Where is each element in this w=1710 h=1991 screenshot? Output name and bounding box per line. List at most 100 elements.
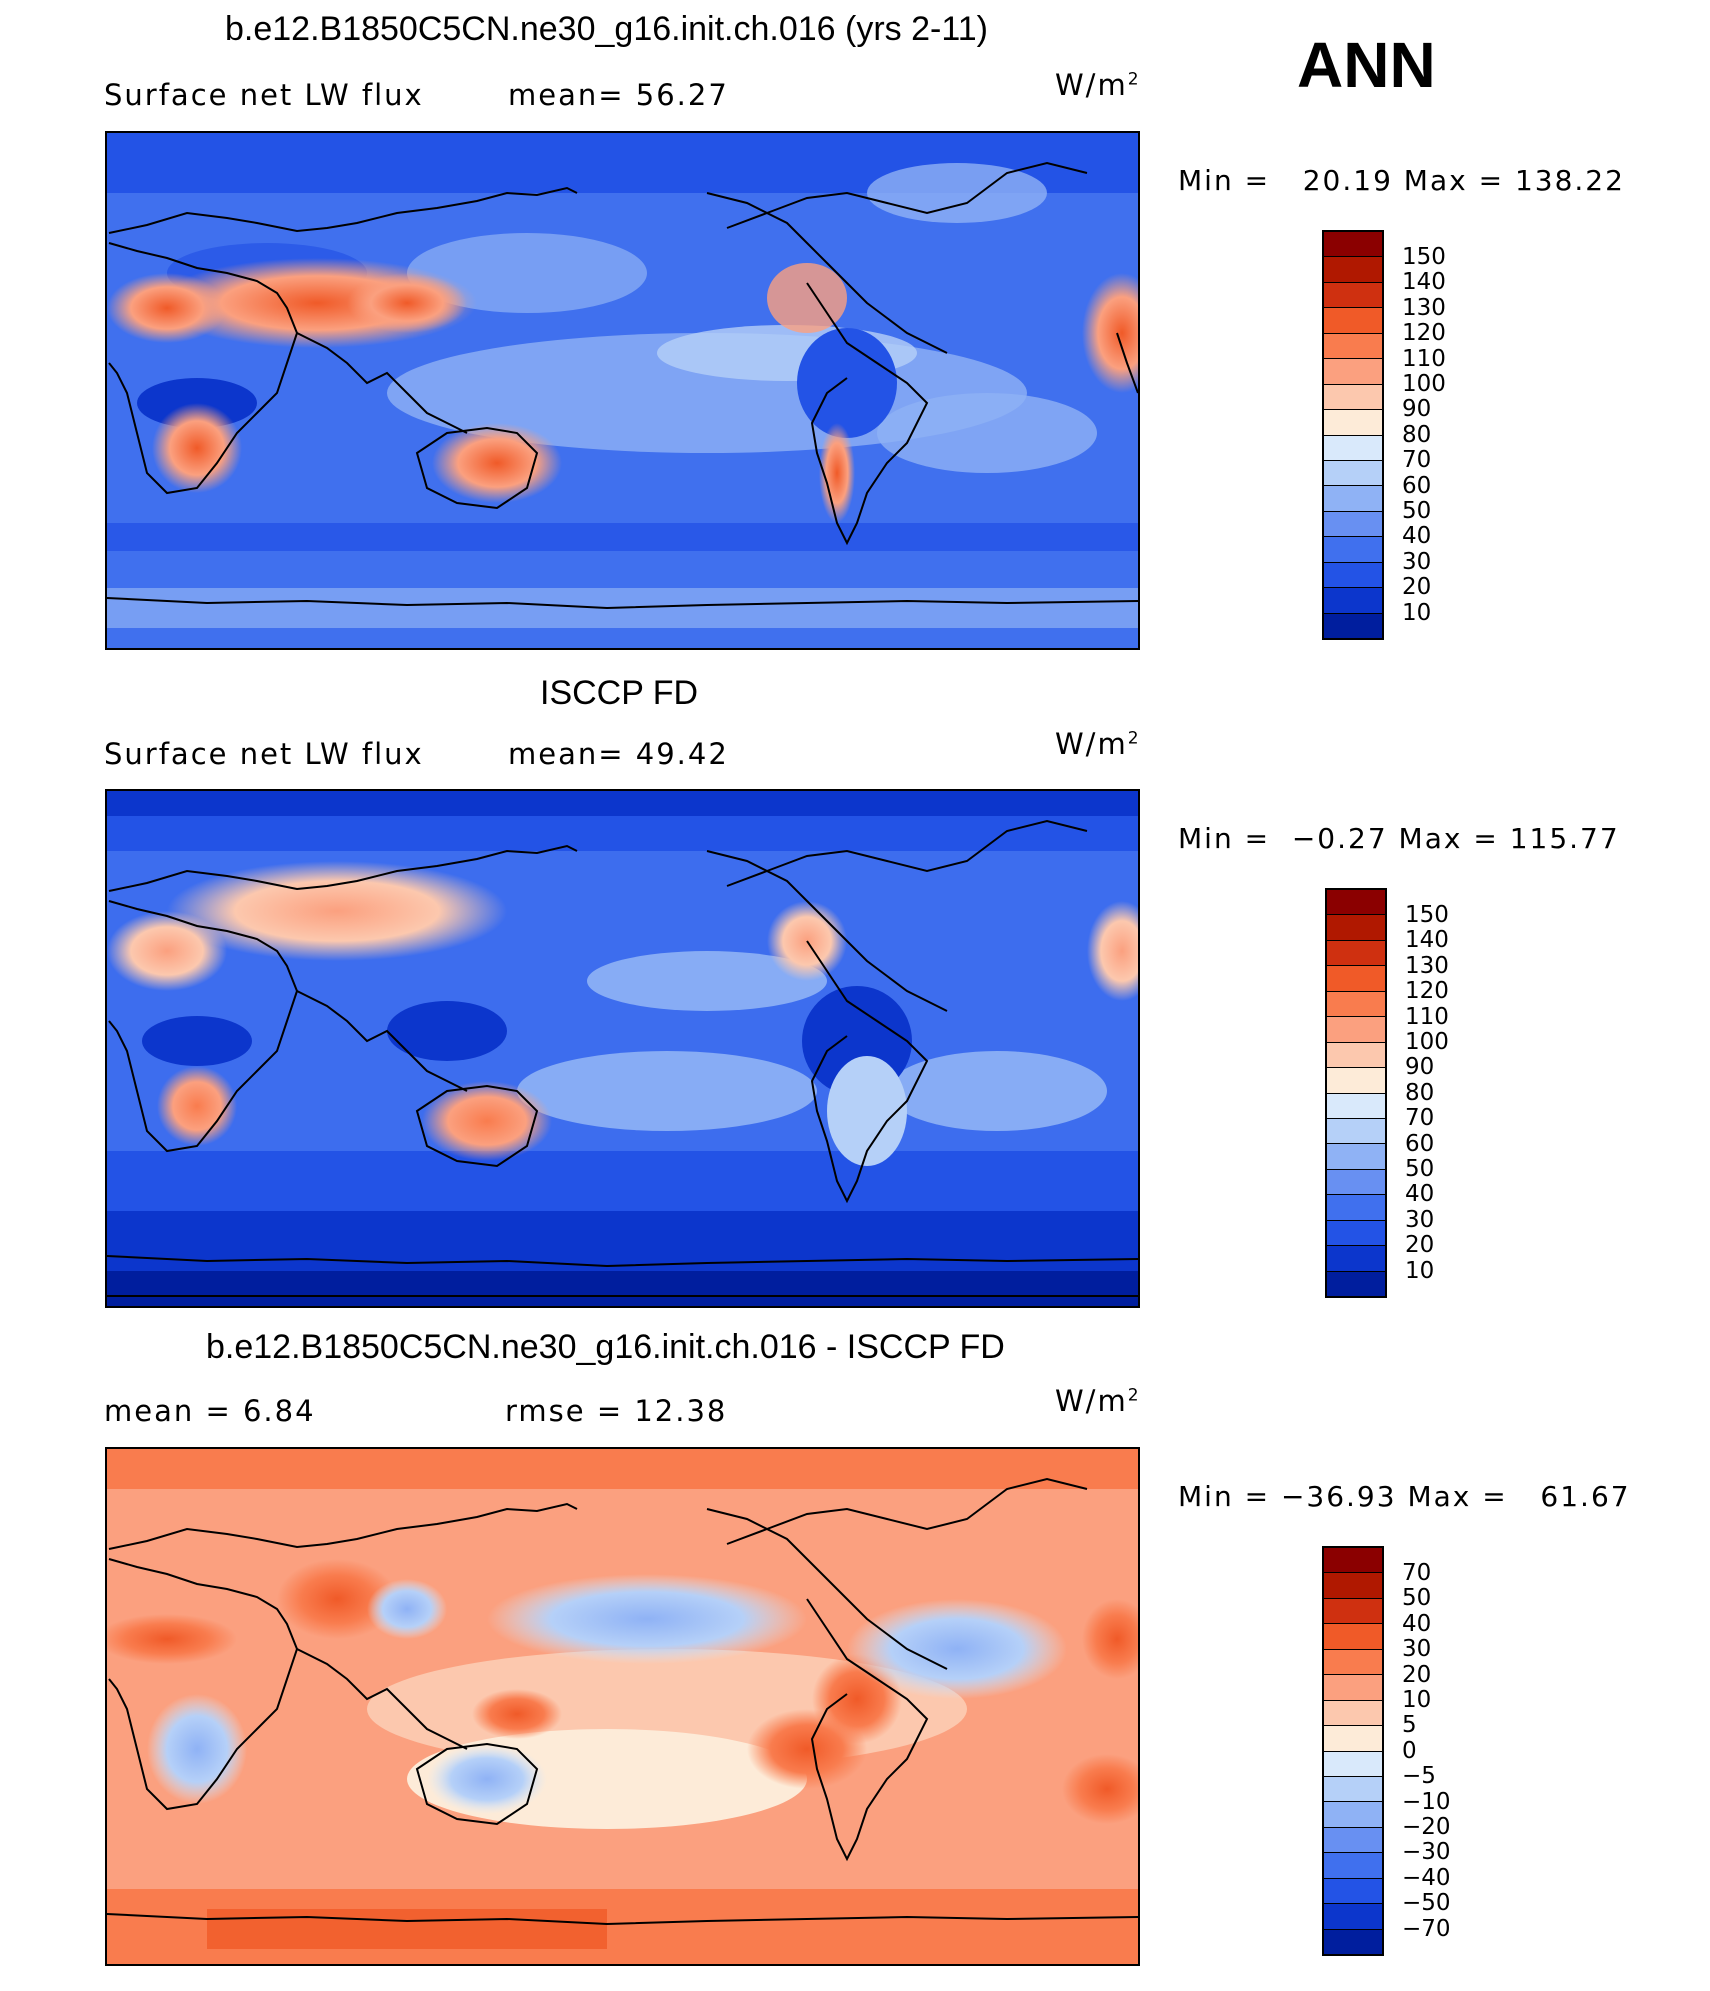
colorbar-swatch <box>1324 1675 1382 1701</box>
colorbar-swatch <box>1327 1220 1385 1247</box>
colorbar-tick-label: 140 <box>1402 269 1446 296</box>
panel1-map <box>105 131 1140 650</box>
colorbar-swatch <box>1324 460 1382 487</box>
colorbar-tick-label: 20 <box>1405 1232 1435 1259</box>
panel1-units: W/m2 <box>1055 68 1139 102</box>
colorbar-tick-label: 90 <box>1402 396 1432 423</box>
colorbar-tick-label: −5 <box>1402 1763 1436 1790</box>
colorbar-swatch <box>1324 1751 1382 1777</box>
colorbar-tick-label: 50 <box>1402 1585 1432 1612</box>
colorbar-swatch <box>1324 486 1382 512</box>
colorbar-tick-label: 110 <box>1405 1003 1449 1030</box>
colorbar-swatch <box>1324 282 1382 309</box>
colorbar-tick-label: −50 <box>1402 1890 1451 1917</box>
panel3-units: W/m2 <box>1055 1384 1139 1418</box>
colorbar-swatch <box>1324 613 1382 638</box>
colorbar-swatch <box>1324 1929 1382 1954</box>
panel3-map-field <box>107 1449 1138 1964</box>
panel2-title: ISCCP FD <box>540 674 699 712</box>
colorbar-swatch <box>1324 1904 1382 1930</box>
colorbar-tick-label: 110 <box>1402 345 1446 372</box>
colorbar-tick-label: 50 <box>1405 1156 1435 1183</box>
colorbar-swatch <box>1324 1726 1382 1752</box>
colorbar-tick-label: −10 <box>1402 1788 1451 1815</box>
panel3-title: b.e12.B1850C5CN.ne30_g16.init.ch.016 - I… <box>206 1328 1005 1366</box>
colorbar-tick-label: 40 <box>1405 1181 1435 1208</box>
colorbar-swatch <box>1324 1802 1382 1828</box>
colorbar-swatch <box>1324 1853 1382 1879</box>
colorbar-tick-label: 60 <box>1402 472 1432 499</box>
colorbar-swatch <box>1324 232 1382 258</box>
panel1-variable: Surface net LW flux <box>104 78 424 112</box>
colorbar-swatch <box>1327 1017 1385 1043</box>
colorbar-tick-label: 50 <box>1402 498 1432 525</box>
colorbar-swatch <box>1324 308 1382 334</box>
panel2-map <box>105 789 1140 1308</box>
colorbar-tick-label: 130 <box>1402 294 1446 321</box>
colorbar-tick-label: 30 <box>1405 1206 1435 1233</box>
colorbar-tick-label: 120 <box>1405 978 1449 1005</box>
colorbar-swatch <box>1324 588 1382 614</box>
colorbar-swatch <box>1324 537 1382 563</box>
panel2-colorbar-labels: 150 140 130 120 110 100 90 80 70 60 50 40 30 20 10 <box>1405 902 1449 1284</box>
colorbar-swatch <box>1324 1624 1382 1650</box>
colorbar-swatch <box>1324 384 1382 411</box>
colorbar-tick-label: −30 <box>1402 1839 1451 1866</box>
colorbar-swatch <box>1327 890 1385 916</box>
panel1-mean: mean= 56.27 <box>508 78 729 112</box>
colorbar-swatch <box>1327 1118 1385 1145</box>
colorbar-swatch <box>1324 1776 1382 1803</box>
panel2-mean: mean= 49.42 <box>508 737 729 771</box>
panel3-map <box>105 1447 1140 1966</box>
colorbar-swatch <box>1327 940 1385 967</box>
panel3-colorbar-labels: 70 50 40 30 20 10 5 0 −5 −10 −20 −30 −40 −50 −70 <box>1402 1560 1451 1942</box>
colorbar-swatch <box>1327 1068 1385 1094</box>
colorbar-swatch <box>1324 1573 1382 1599</box>
colorbar-tick-label: 10 <box>1405 1257 1435 1284</box>
colorbar-swatch <box>1327 1246 1385 1272</box>
colorbar-swatch <box>1327 1042 1385 1069</box>
colorbar-swatch <box>1324 1598 1382 1625</box>
colorbar-tick-label: 40 <box>1402 1610 1432 1637</box>
panel1-title: b.e12.B1850C5CN.ne30_g16.init.ch.016 (yr… <box>225 10 988 48</box>
colorbar-swatch <box>1327 991 1385 1018</box>
colorbar-tick-label: 90 <box>1405 1054 1435 1081</box>
colorbar-swatch <box>1324 333 1382 360</box>
panel2-variable: Surface net LW flux <box>104 737 424 771</box>
colorbar-swatch <box>1324 359 1382 385</box>
panel3-min-max: Min = −36.93 Max = 61.67 <box>1178 1480 1631 1513</box>
colorbar-tick-label: −40 <box>1402 1864 1451 1891</box>
colorbar-tick-label: −70 <box>1402 1915 1451 1942</box>
season-label: ANN <box>1297 29 1436 101</box>
panel3-rmse: rmse = 12.38 <box>505 1394 728 1428</box>
colorbar-swatch <box>1324 1649 1382 1676</box>
panel2-colorbar <box>1325 888 1387 1298</box>
panel2-map-field <box>107 791 1138 1306</box>
colorbar-tick-label: 150 <box>1405 902 1449 928</box>
colorbar-tick-label: 30 <box>1402 1636 1432 1663</box>
colorbar-tick-label: 0 <box>1402 1737 1417 1764</box>
colorbar-swatch <box>1324 562 1382 589</box>
colorbar-tick-label: 60 <box>1405 1130 1435 1157</box>
colorbar-swatch <box>1327 1271 1385 1296</box>
panel1-colorbar <box>1322 230 1384 640</box>
colorbar-tick-label: 100 <box>1402 371 1446 398</box>
panel3-mean: mean = 6.84 <box>104 1394 316 1428</box>
colorbar-swatch <box>1324 1548 1382 1574</box>
colorbar-tick-label: 30 <box>1402 548 1432 575</box>
colorbar-swatch <box>1327 915 1385 941</box>
colorbar-tick-label: 100 <box>1405 1029 1449 1056</box>
panel1-colorbar-labels: 150 140 130 120 110 100 90 80 70 60 50 40 30 20 10 <box>1402 244 1446 626</box>
colorbar-tick-label: 130 <box>1405 952 1449 979</box>
colorbar-swatch <box>1324 1827 1382 1854</box>
colorbar-tick-label: 5 <box>1402 1712 1417 1739</box>
panel2-min-max: Min = −0.27 Max = 115.77 <box>1178 822 1620 855</box>
colorbar-swatch <box>1324 410 1382 436</box>
colorbar-swatch <box>1324 257 1382 283</box>
colorbar-tick-label: 70 <box>1405 1105 1435 1132</box>
colorbar-tick-label: 20 <box>1402 574 1432 601</box>
colorbar-swatch <box>1324 511 1382 538</box>
colorbar-tick-label: 80 <box>1402 421 1432 448</box>
panel3-colorbar <box>1322 1546 1384 1956</box>
colorbar-swatch <box>1327 1093 1385 1119</box>
